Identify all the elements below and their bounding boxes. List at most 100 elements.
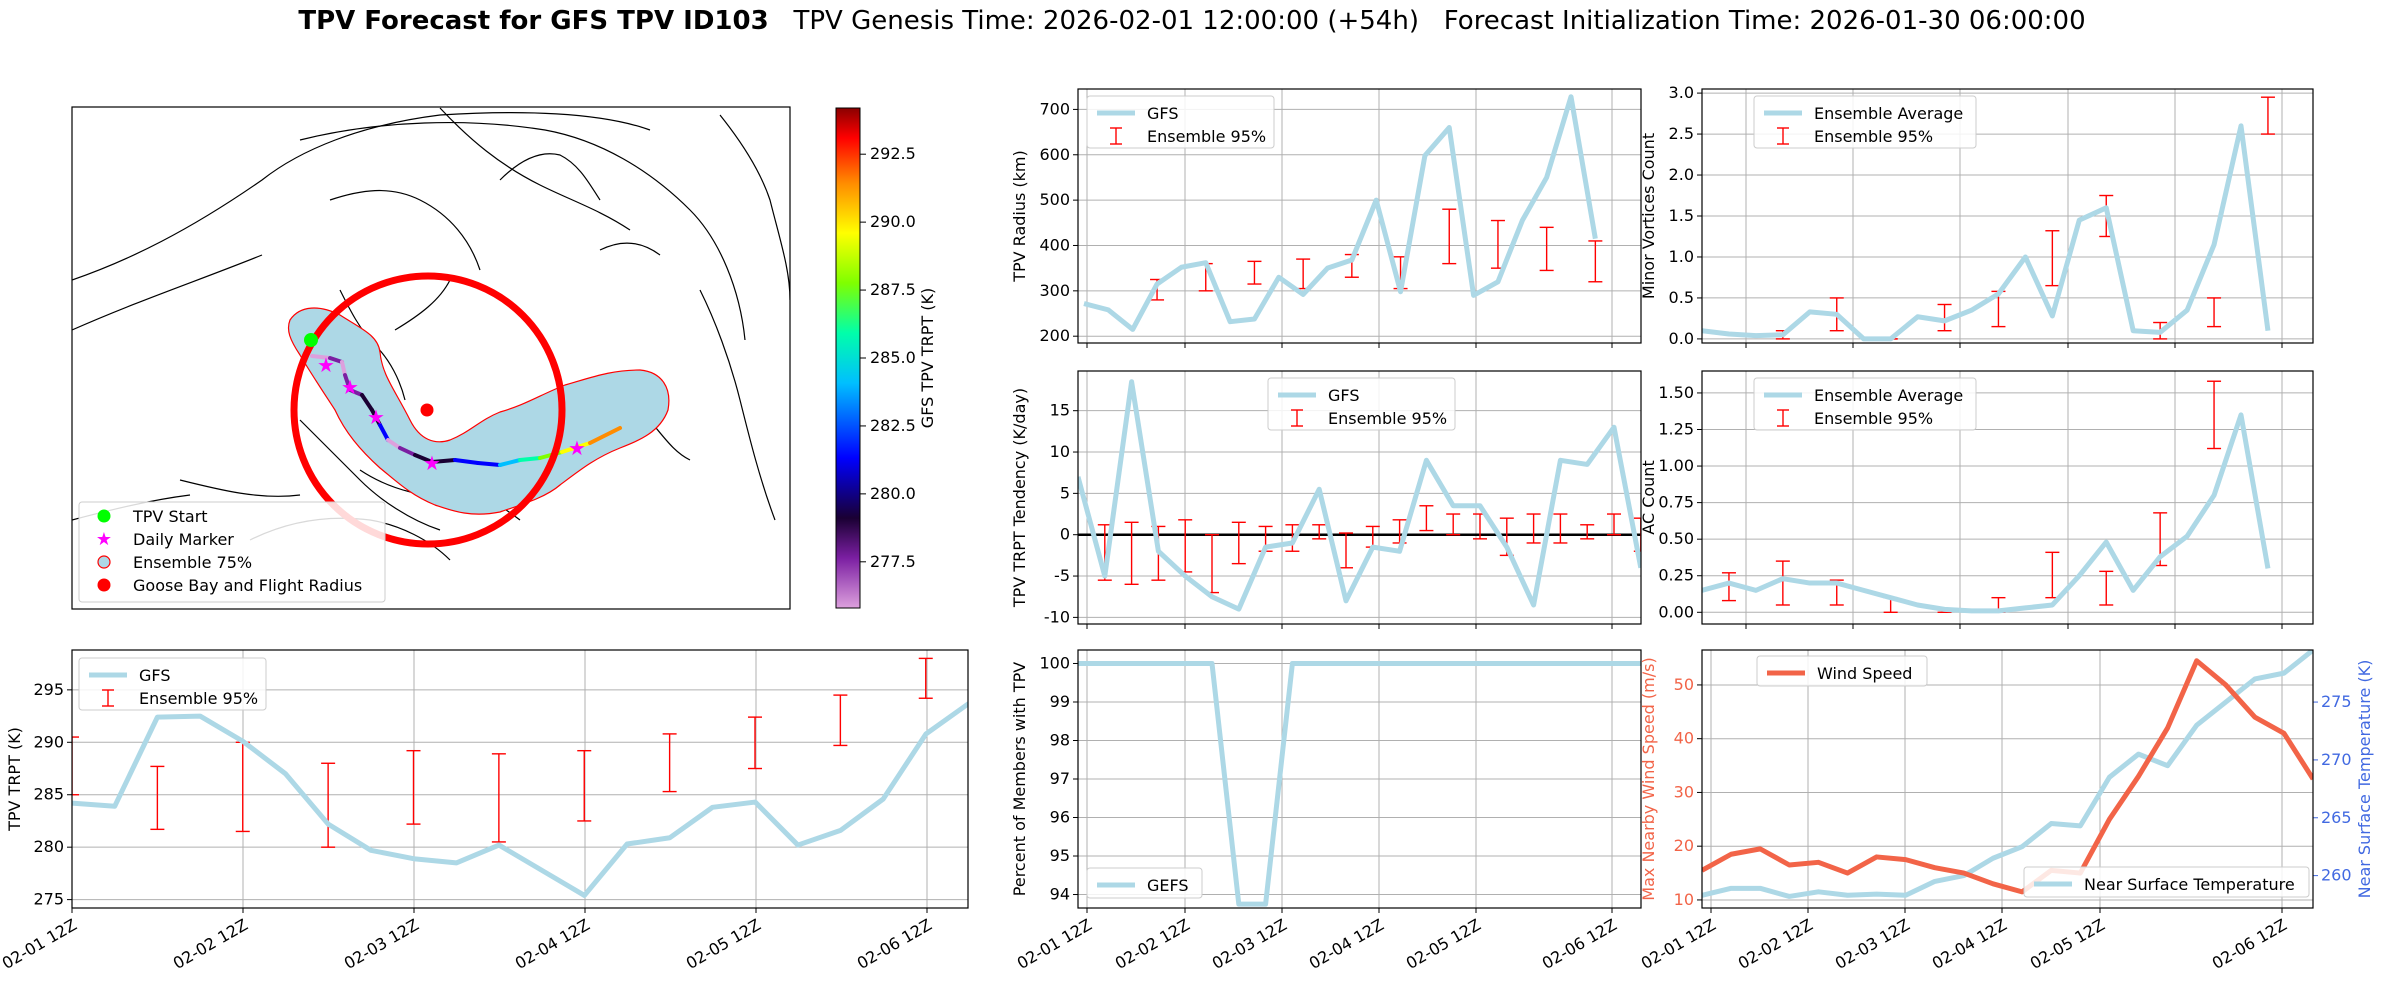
- track-segment: [413, 453, 434, 464]
- y-tick-label: 1.5: [1669, 206, 1694, 225]
- y-tick-label: 99: [1050, 692, 1070, 711]
- colorbar: [835, 107, 861, 609]
- daily-marker: ★: [568, 436, 586, 460]
- track-segment: [386, 438, 402, 450]
- goose-bay-marker: [420, 403, 434, 417]
- y2-axis-label: Near Surface Temperature (K): [2355, 660, 2374, 899]
- goose-bay-flight-radius: [290, 272, 566, 548]
- panel-tendency: -10 -5 0 5 10 15 TPV TRPT Tendency (K/day) GFS E…: [1010, 370, 1642, 629]
- colorbar-ticks: 277.5 280.0 282.5 285.0 287.5 290.0 292.5: [860, 144, 916, 571]
- colorbar-tick-label: 282.5: [870, 416, 916, 435]
- x-tick-label: 02-02 12Z: [170, 915, 251, 973]
- series-line: [1083, 94, 1598, 332]
- y-axis-label: TPV TRPT (K): [5, 727, 24, 832]
- y-tick-label: 0.50: [1658, 529, 1694, 548]
- colorbar-tick-label: 280.0: [870, 484, 916, 503]
- y-tick-label: 98: [1050, 730, 1070, 749]
- panel-radius: 200 300 400 500 600 700 TPV Radius (km) GFS Ense…: [1010, 88, 1642, 348]
- legend-tpv-start-icon: [97, 509, 111, 523]
- y-tick-label: 20: [1674, 836, 1694, 855]
- x-tick-label: 02-03 12Z: [1832, 915, 1913, 973]
- series-line: [72, 701, 968, 898]
- x-tick-label: 02-04 12Z: [1929, 915, 2010, 973]
- legend-label: GFS: [1328, 386, 1359, 405]
- x-tick-label: 02-03 12Z: [1209, 915, 1290, 973]
- y-tick-label: 0.25: [1658, 566, 1694, 585]
- y-axis-label: Minor Vortices Count: [1639, 133, 1658, 299]
- figure-title-rest: TPV Genesis Time: 2026-02-01 12:00:00 (+…: [768, 6, 2086, 36]
- legend-box: [2023, 866, 2310, 898]
- panel-minor_vortices: 0.0 0.5 1.0 1.5 2.0 2.5 3.0 Minor Vortices Coun…: [1639, 83, 2314, 348]
- plot-area: [1702, 96, 2275, 342]
- y-tick-label: 100: [1039, 653, 1070, 672]
- legend-daily-marker-icon: ★: [96, 529, 112, 550]
- y-tick-label: 600: [1039, 145, 1070, 164]
- track-segment: [378, 423, 390, 442]
- daily-marker: ★: [367, 405, 385, 429]
- x-tick-label: 02-01 12Z: [1014, 915, 1095, 973]
- plot-area: [72, 657, 968, 898]
- y-tick-label: 0.75: [1658, 493, 1694, 512]
- legend-label: Ensemble Average: [1814, 104, 1963, 123]
- tpv-start-marker: [304, 333, 318, 347]
- y-tick-label: 200: [1039, 326, 1070, 345]
- y-tick-label: 40: [1674, 729, 1694, 748]
- y-tick-label: 2.5: [1669, 124, 1694, 143]
- panel-percent_members: 94 95 96 97 98 99 100 Percent of Members with T…: [1010, 649, 1642, 913]
- y-tick-label: 50: [1674, 675, 1694, 694]
- y-tick-label: 10: [1050, 442, 1070, 461]
- legend-label: Ensemble 95%: [1814, 409, 1933, 428]
- colorbar-tick-label: 292.5: [870, 144, 916, 163]
- y-tick-label: 290: [33, 732, 64, 751]
- track-segment: [398, 446, 417, 457]
- y-tick-label: 30: [1674, 782, 1694, 801]
- panel-trpt: 275 280 285 290 295 TPV TRPT (K) GFS Ensemble 9…: [5, 649, 969, 913]
- x-tick-label: 02-04 12Z: [1306, 915, 1387, 973]
- series-line: [1078, 379, 1641, 612]
- legend-label: Near Surface Temperature: [2084, 875, 2295, 894]
- x-tick-label: 02-02 12Z: [1112, 915, 1193, 973]
- track-segment: [310, 354, 332, 360]
- y-axis-label: TPV TRPT Tendency (K/day): [1010, 388, 1029, 608]
- legend-label: Ensemble 95%: [139, 689, 258, 708]
- y-tick-label: 3.0: [1669, 83, 1694, 102]
- legend-box: [1753, 377, 1977, 431]
- legend-label: GFS: [1147, 104, 1178, 123]
- y-tick-label: 5: [1060, 483, 1070, 502]
- axes-frame: [1077, 370, 1642, 625]
- y-tick-label: 300: [1039, 281, 1070, 300]
- plot-area: [1078, 660, 1641, 907]
- axes-frame: [1701, 370, 2314, 625]
- legend-box: [1753, 95, 1977, 149]
- y-tick-label: 10: [1674, 890, 1694, 909]
- colorbar-tick-label: 290.0: [870, 212, 916, 231]
- y-tick-label: 1.00: [1658, 456, 1694, 475]
- y-tick-label: 280: [33, 837, 64, 856]
- axes-frame: [71, 649, 969, 909]
- map-legend-box: [78, 501, 386, 603]
- legend-goose-bay-label: Goose Bay and Flight Radius: [133, 576, 362, 595]
- y-tick-label: 96: [1050, 808, 1070, 827]
- map-legend: TPV Start ★ Daily Marker Ensemble 75% Go…: [78, 501, 386, 603]
- y-tick-label: 700: [1039, 99, 1070, 118]
- track-segment: [453, 458, 480, 465]
- legend-box: [1267, 377, 1456, 431]
- y-tick-label: 400: [1039, 235, 1070, 254]
- x-tick-label: 02-05 12Z: [2027, 915, 2108, 973]
- colorbar-label: GFS TPV TRPT (K): [918, 288, 937, 428]
- track-segment: [328, 356, 344, 364]
- series-line: [1702, 412, 2271, 614]
- x-tick-label: 02-05 12Z: [1403, 915, 1484, 973]
- axes-frame: [1701, 649, 2314, 909]
- figure-title: TPV Forecast for GFS TPV ID103 TPV Genes…: [0, 6, 2384, 36]
- y-tick-label: -5: [1054, 566, 1070, 585]
- plot-area: [1702, 650, 2313, 899]
- y-tick-label: 0: [1060, 525, 1070, 544]
- legend-tpv-start-label: TPV Start: [132, 507, 208, 526]
- legend-box: [1756, 655, 1928, 687]
- y-axis-label: Max Nearby Wind Speed (m/s): [1639, 657, 1658, 900]
- plot-area: [1083, 94, 1603, 332]
- colorbar-tick-label: 277.5: [870, 552, 916, 571]
